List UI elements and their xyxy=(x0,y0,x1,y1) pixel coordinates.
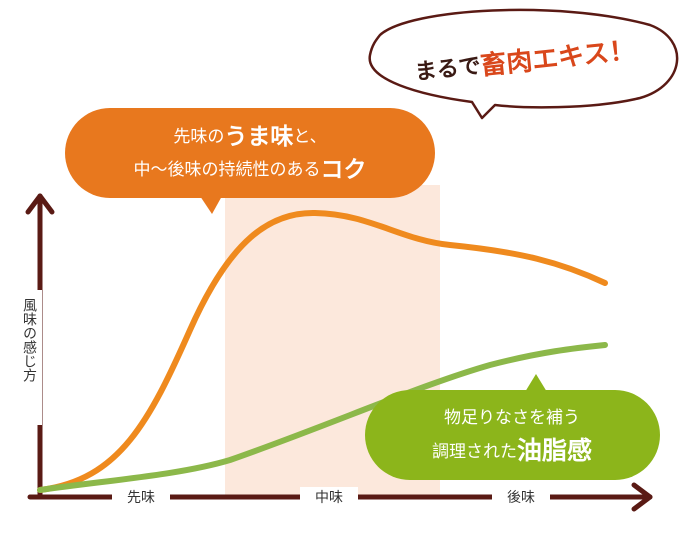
emphasis: コク xyxy=(321,157,367,183)
umami-curve xyxy=(37,209,608,493)
x-label: 後味 xyxy=(507,490,535,506)
orange-bubble: 先味のうま味と、 中～後味の持続性のあるコク xyxy=(65,108,435,214)
fat-curve xyxy=(37,342,608,493)
emphasis: うま味 xyxy=(224,124,293,150)
bubble-text: 中～後味の持続性のあるコク xyxy=(134,157,367,183)
text: 先味の xyxy=(173,127,224,147)
green-bubble: 物足りなさを補う 調理された油脂感 xyxy=(365,374,660,480)
x-label: 中味 xyxy=(315,490,343,506)
bubble-text: 先味のうま味と、 xyxy=(173,124,326,150)
text: 中～後味の持続性のある xyxy=(134,160,321,180)
x-label: 先味 xyxy=(127,490,155,506)
bubble-text: 物足りなさを補う xyxy=(444,408,580,428)
text: と、 xyxy=(293,127,326,147)
emphasis: 油脂感 xyxy=(517,436,592,465)
y-axis-label: 風味の感じ方 xyxy=(21,298,37,383)
text: 調理された xyxy=(432,442,517,462)
x-labels: 先味 中味 後味 xyxy=(112,487,550,507)
bubble-text: 調理された油脂感 xyxy=(432,436,592,465)
speech-bubble: まるで畜肉エキス！ xyxy=(368,8,679,120)
